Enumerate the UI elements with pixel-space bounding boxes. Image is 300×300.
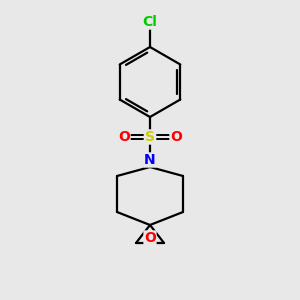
Text: O: O [170,130,182,144]
Text: N: N [144,153,156,167]
Text: O: O [118,130,130,144]
Text: Cl: Cl [142,15,158,29]
Text: S: S [145,130,155,144]
Text: O: O [144,231,156,245]
